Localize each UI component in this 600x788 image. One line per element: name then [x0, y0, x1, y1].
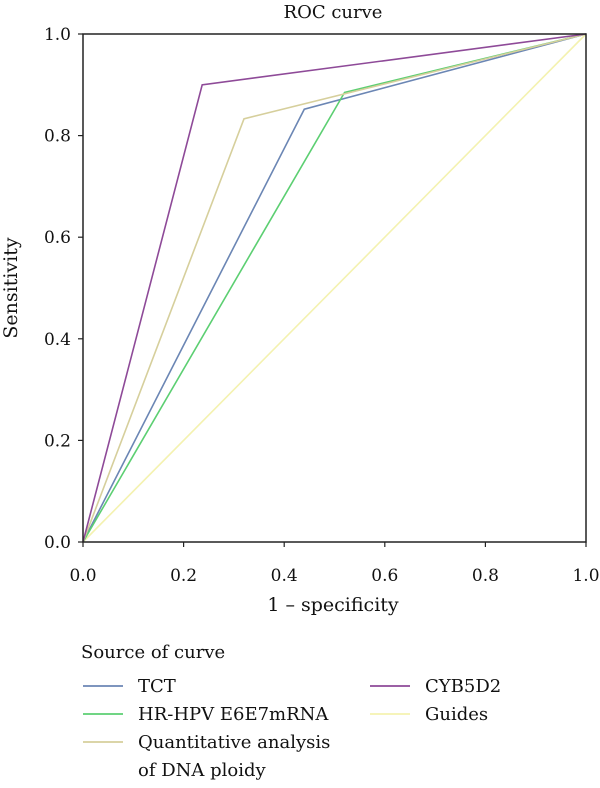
x-tick-label: 1.0	[572, 566, 599, 586]
chart-title: ROC curve	[284, 2, 383, 23]
y-tick-label: 0.4	[44, 330, 71, 350]
legend-label-quantitative-analysis-of-dna-ploidy: of DNA ploidy	[138, 760, 267, 781]
x-tick-label: 0.2	[170, 566, 197, 586]
plot-area: 0.0 0.2 0.4 0.6 0.8 1.0 0.0 0.2 0.4 0.6 0.8 1.0	[44, 25, 600, 586]
legend-entries: TCT HR-HPV E6E7mRNA Quantitative analysis o…	[83, 676, 501, 781]
y-tick-label: 0.2	[44, 431, 71, 451]
x-ticks: 0.0 0.2 0.4 0.6 0.8 1.0	[69, 542, 600, 586]
y-tick-label: 0.0	[44, 533, 71, 553]
legend-label-quantitative-analysis-of-dna-ploidy: Quantitative analysis	[138, 732, 330, 753]
x-tick-label: 0.4	[271, 566, 298, 586]
y-tick-label: 0.8	[44, 127, 71, 147]
plot-frame	[82, 33, 587, 543]
y-ticks: 0.0 0.2 0.4 0.6 0.8 1.0	[44, 25, 83, 553]
series-line-tct	[82, 33, 587, 543]
legend-label-hr-hpv-e6e7mrna: HR-HPV E6E7mRNA	[138, 704, 329, 725]
series-line-guides	[82, 33, 587, 543]
x-tick-label: 0.6	[371, 566, 398, 586]
y-tick-label: 0.6	[44, 228, 71, 248]
legend-label-tct: TCT	[138, 676, 176, 697]
series-line-cyb5d2	[82, 33, 587, 543]
series-line-quantitative-analysis-of-dna-ploidy	[82, 33, 587, 543]
y-tick-label: 1.0	[44, 25, 71, 45]
y-axis-label: Sensitivity	[0, 237, 22, 338]
legend: Source of curve TCT HR-HPV E6E7mRNA Quanti…	[81, 642, 501, 781]
x-axis-label: 1 – specificity	[267, 594, 399, 616]
legend-label-cyb5d2: CYB5D2	[425, 676, 501, 697]
x-tick-label: 0.8	[472, 566, 499, 586]
legend-label-guides: Guides	[425, 704, 488, 725]
series-layer	[82, 33, 587, 543]
x-tick-label: 0.0	[69, 566, 96, 586]
legend-title: Source of curve	[81, 642, 225, 663]
